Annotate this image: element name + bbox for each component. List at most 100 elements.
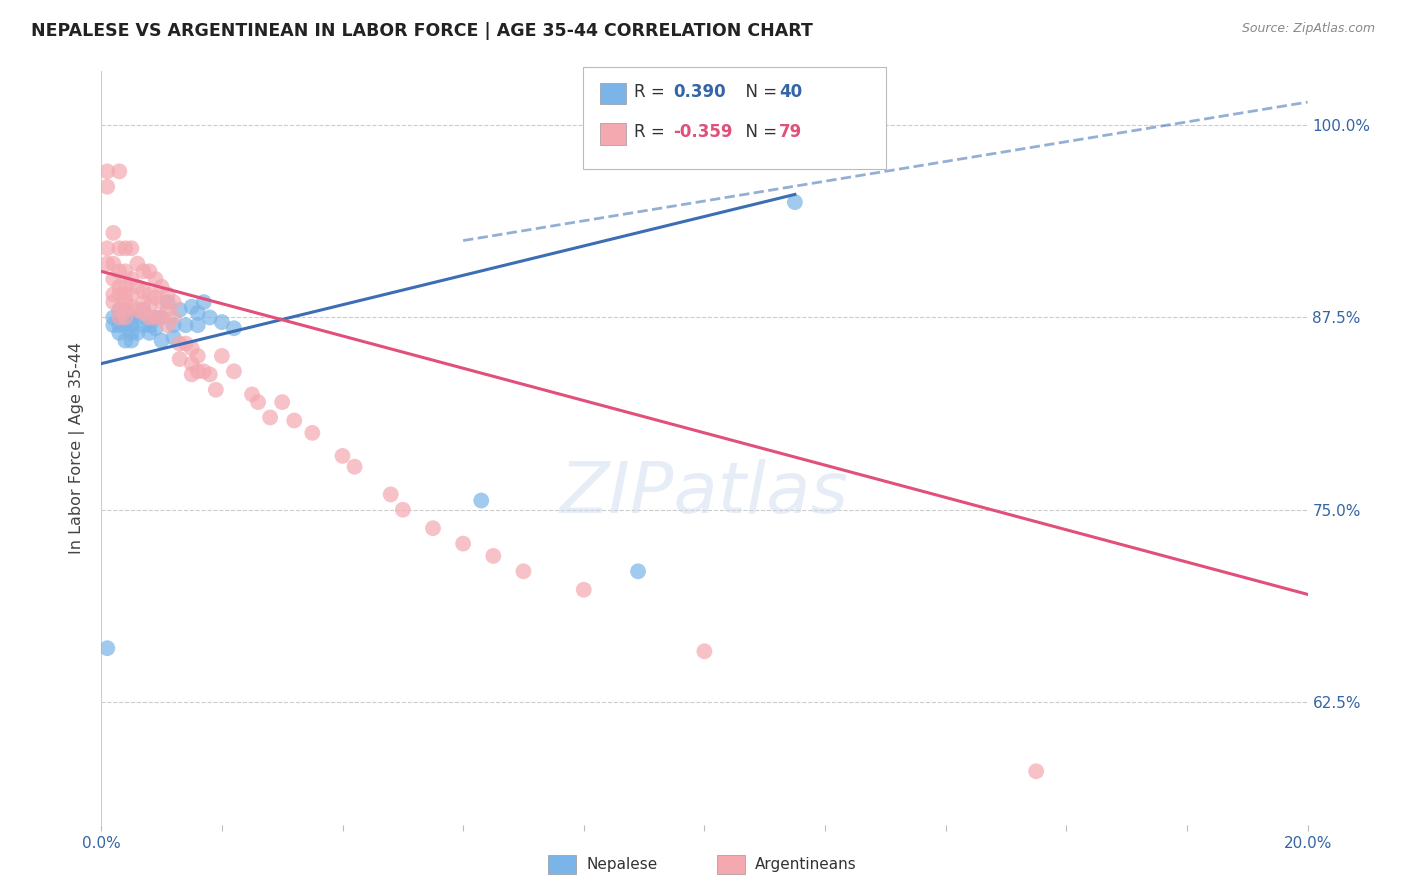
Point — [138, 287, 160, 301]
Point — [114, 310, 136, 325]
Point — [114, 318, 136, 333]
Point — [451, 536, 474, 550]
Point — [103, 310, 125, 325]
Point — [120, 318, 142, 333]
Point — [108, 302, 131, 317]
Point — [138, 326, 160, 340]
Point — [132, 318, 155, 333]
Point — [114, 264, 136, 278]
Point — [180, 368, 202, 382]
Point — [145, 310, 167, 325]
Point — [127, 302, 149, 317]
Point — [174, 318, 197, 333]
Point — [145, 321, 167, 335]
Point — [572, 582, 595, 597]
Point — [145, 272, 167, 286]
Text: 79: 79 — [779, 123, 803, 141]
Point — [120, 272, 142, 286]
Point — [114, 334, 136, 348]
Point — [150, 279, 173, 293]
Point — [627, 564, 650, 578]
Point — [108, 318, 131, 333]
Point — [169, 336, 191, 351]
Point — [150, 295, 173, 310]
Text: N =: N = — [735, 123, 783, 141]
Point — [127, 310, 149, 325]
Point — [211, 315, 233, 329]
Point — [187, 349, 209, 363]
Point — [187, 306, 209, 320]
Text: R =: R = — [634, 83, 671, 101]
Text: Source: ZipAtlas.com: Source: ZipAtlas.com — [1241, 22, 1375, 36]
Point — [156, 318, 179, 333]
Point — [108, 302, 131, 317]
Point — [180, 357, 202, 371]
Point — [198, 368, 221, 382]
Point — [138, 310, 160, 325]
Point — [512, 564, 534, 578]
Point — [162, 318, 184, 333]
Point — [169, 351, 191, 366]
Text: Argentineans: Argentineans — [755, 857, 856, 871]
Point — [187, 364, 209, 378]
Point — [108, 287, 131, 301]
Point — [120, 300, 142, 314]
Point — [222, 321, 245, 335]
Point — [783, 195, 806, 210]
Y-axis label: In Labor Force | Age 35-44: In Labor Force | Age 35-44 — [69, 343, 86, 554]
Text: R =: R = — [634, 123, 671, 141]
Point — [187, 318, 209, 333]
Point — [392, 502, 415, 516]
Point — [156, 287, 179, 301]
Point — [132, 264, 155, 278]
Point — [114, 287, 136, 301]
Point — [108, 279, 131, 293]
Point — [132, 302, 155, 317]
Point — [108, 264, 131, 278]
Text: NEPALESE VS ARGENTINEAN IN LABOR FORCE | AGE 35-44 CORRELATION CHART: NEPALESE VS ARGENTINEAN IN LABOR FORCE |… — [31, 22, 813, 40]
Point — [332, 449, 354, 463]
Point — [132, 306, 155, 320]
Point — [162, 295, 184, 310]
Point — [198, 310, 221, 325]
Point — [150, 334, 173, 348]
Point — [120, 241, 142, 255]
Point — [138, 300, 160, 314]
Point — [96, 641, 118, 656]
Point — [108, 164, 131, 178]
Point — [120, 310, 142, 325]
Point — [96, 241, 118, 255]
Point — [103, 226, 125, 240]
Point — [138, 318, 160, 333]
Point — [222, 364, 245, 378]
Point — [138, 264, 160, 278]
Point — [120, 326, 142, 340]
Point — [114, 302, 136, 317]
Point — [343, 459, 366, 474]
Point — [127, 257, 149, 271]
Point — [103, 318, 125, 333]
Point — [150, 310, 173, 325]
Point — [301, 425, 323, 440]
Point — [108, 310, 131, 325]
Point — [193, 295, 215, 310]
Point — [114, 279, 136, 293]
Point — [211, 349, 233, 363]
Point — [114, 310, 136, 325]
Point — [103, 295, 125, 310]
Text: ZIPatlas: ZIPatlas — [560, 459, 849, 528]
Point — [1025, 764, 1047, 779]
Point — [96, 257, 118, 271]
Point — [271, 395, 294, 409]
Point — [96, 164, 118, 178]
Point — [380, 487, 402, 501]
Point — [259, 410, 281, 425]
Point — [156, 295, 179, 310]
Point — [108, 326, 131, 340]
Point — [114, 241, 136, 255]
Point — [127, 326, 149, 340]
Point — [247, 395, 270, 409]
Point — [240, 387, 263, 401]
Point — [470, 493, 492, 508]
Point — [145, 291, 167, 305]
